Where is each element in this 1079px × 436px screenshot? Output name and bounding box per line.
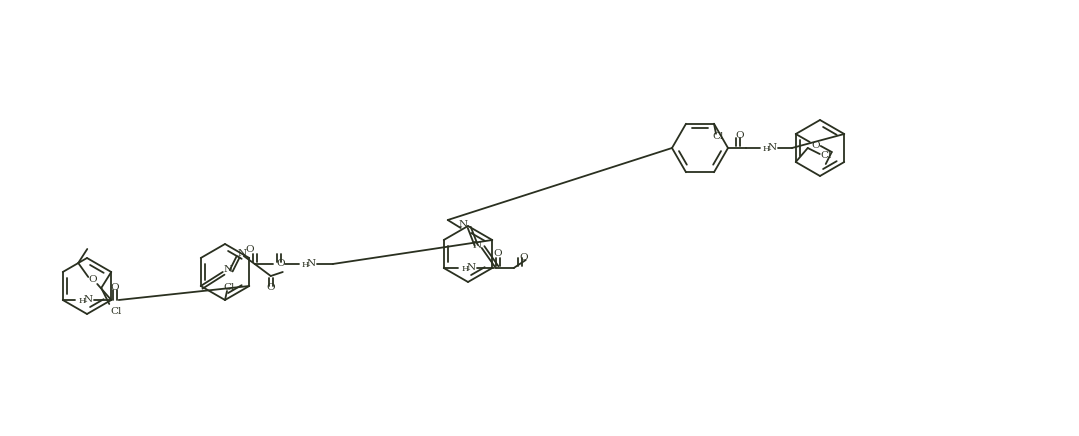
Text: O: O <box>87 275 96 283</box>
Text: O: O <box>811 140 820 150</box>
Text: N: N <box>83 296 93 304</box>
Text: N: N <box>767 143 777 153</box>
Text: Cl: Cl <box>223 283 235 292</box>
Text: H: H <box>301 261 309 269</box>
Text: Cl: Cl <box>820 151 832 160</box>
Text: N: N <box>466 263 476 272</box>
Text: O: O <box>276 259 285 268</box>
Text: N: N <box>223 266 232 275</box>
Text: O: O <box>110 283 119 292</box>
Text: N: N <box>306 259 315 269</box>
Text: H: H <box>762 145 769 153</box>
Text: O: O <box>519 253 528 262</box>
Text: O: O <box>245 245 254 255</box>
Text: Cl: Cl <box>712 132 724 141</box>
Text: Cl: Cl <box>110 307 122 316</box>
Text: O: O <box>267 283 275 293</box>
Text: N: N <box>237 249 246 259</box>
Text: H: H <box>78 297 85 305</box>
Text: N: N <box>473 241 481 249</box>
Text: O: O <box>736 130 745 140</box>
Text: H: H <box>461 265 468 273</box>
Text: N: N <box>459 221 467 229</box>
Text: O: O <box>493 249 502 259</box>
